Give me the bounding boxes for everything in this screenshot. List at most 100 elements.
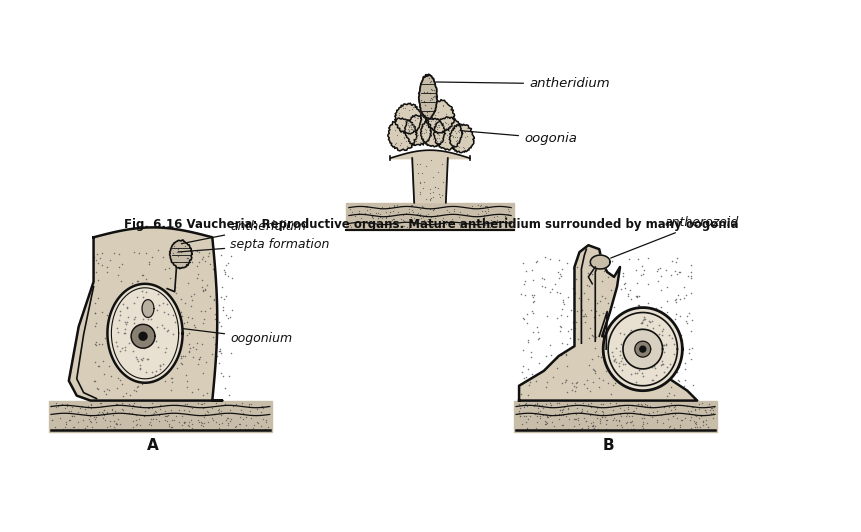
Point — [523, 412, 536, 420]
Point — [613, 356, 627, 365]
Point — [603, 350, 616, 359]
Point — [534, 401, 548, 409]
Point — [127, 283, 141, 292]
Point — [226, 402, 239, 411]
Point — [258, 418, 272, 426]
Point — [134, 346, 148, 354]
Point — [649, 345, 663, 353]
Point — [511, 399, 525, 408]
Point — [193, 353, 207, 361]
Point — [662, 402, 676, 411]
Point — [586, 423, 600, 432]
Point — [564, 306, 578, 314]
Point — [549, 354, 563, 362]
Point — [144, 315, 158, 323]
Point — [423, 188, 437, 197]
Point — [253, 403, 267, 411]
Point — [185, 387, 199, 396]
Point — [433, 121, 447, 129]
Point — [417, 88, 430, 96]
Point — [131, 356, 145, 365]
Point — [198, 410, 212, 419]
Point — [110, 328, 124, 336]
Point — [590, 352, 604, 361]
Point — [75, 402, 89, 410]
Point — [424, 94, 438, 103]
Point — [89, 341, 102, 350]
Point — [561, 293, 574, 302]
Point — [435, 221, 449, 230]
Point — [551, 414, 565, 423]
Point — [173, 359, 187, 368]
Point — [200, 406, 214, 415]
Point — [567, 414, 581, 423]
Point — [668, 295, 682, 304]
Point — [419, 108, 433, 117]
Point — [532, 407, 546, 415]
Point — [103, 256, 117, 264]
Point — [214, 349, 227, 358]
Point — [456, 127, 470, 136]
Point — [600, 379, 614, 387]
Point — [118, 318, 132, 326]
Point — [109, 338, 123, 346]
Point — [448, 126, 461, 135]
Point — [134, 315, 148, 324]
Point — [584, 399, 598, 408]
Point — [535, 425, 548, 434]
Point — [575, 398, 589, 407]
Point — [527, 400, 541, 409]
Point — [517, 291, 531, 300]
Point — [127, 312, 141, 321]
Point — [195, 255, 208, 263]
Point — [171, 406, 185, 414]
Polygon shape — [69, 227, 222, 401]
Point — [152, 401, 166, 409]
Point — [539, 412, 553, 420]
Point — [443, 131, 457, 139]
Point — [127, 319, 141, 328]
Point — [60, 402, 74, 411]
Point — [684, 344, 698, 352]
Point — [655, 340, 669, 349]
Point — [349, 225, 362, 234]
Point — [538, 282, 552, 291]
Point — [614, 349, 628, 358]
Point — [672, 423, 686, 431]
Point — [582, 324, 596, 332]
Point — [128, 415, 142, 424]
Point — [180, 377, 194, 386]
Point — [118, 328, 132, 337]
Point — [233, 420, 247, 428]
Point — [668, 296, 682, 304]
Point — [170, 248, 183, 256]
Point — [684, 406, 697, 415]
Point — [660, 415, 674, 423]
Point — [647, 364, 660, 372]
Point — [513, 411, 527, 420]
Point — [110, 420, 124, 428]
Point — [576, 289, 590, 297]
Point — [662, 360, 676, 369]
Point — [645, 413, 659, 421]
Point — [497, 218, 511, 226]
Point — [659, 283, 672, 292]
Point — [511, 409, 525, 417]
Point — [617, 360, 631, 369]
Point — [385, 216, 399, 225]
Point — [114, 277, 127, 285]
Point — [343, 221, 356, 230]
Point — [168, 318, 182, 326]
Point — [146, 330, 159, 338]
Point — [610, 267, 624, 275]
Point — [164, 352, 178, 361]
Point — [430, 129, 444, 138]
Point — [685, 380, 699, 389]
Point — [94, 399, 108, 408]
Point — [88, 309, 102, 317]
Point — [71, 425, 84, 433]
Point — [202, 303, 216, 312]
Point — [579, 406, 593, 415]
Point — [148, 370, 162, 379]
Point — [412, 210, 426, 218]
